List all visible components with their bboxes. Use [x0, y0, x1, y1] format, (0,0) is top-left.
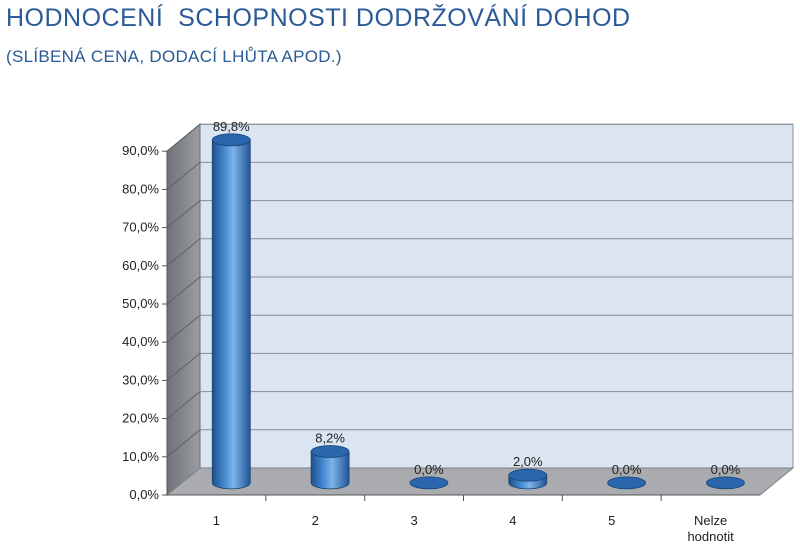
y-tick-label: 10,0%: [122, 449, 159, 464]
bar: [211, 133, 251, 490]
bar-top: [706, 476, 745, 490]
bar-top: [310, 445, 350, 458]
bar-top: [211, 133, 251, 147]
gridline-side: [166, 200, 201, 228]
page-subtitle: (SLÍBENÁ CENA, DODACÍ LHŮTA APOD.): [6, 47, 342, 66]
page-title: HODNOCENÍ SCHOPNOSTI DODRŽOVÁNÍ DOHOD: [6, 4, 631, 32]
bar: [508, 468, 548, 490]
bar-body: [211, 139, 251, 490]
gridline-side: [166, 353, 201, 381]
y-tick-label: 20,0%: [122, 411, 159, 426]
gridline-side: [166, 162, 201, 190]
data-label: 0,0%: [612, 462, 642, 477]
y-tick-label: 50,0%: [122, 296, 159, 311]
data-label: 0,0%: [414, 462, 444, 477]
y-tick-label: 40,0%: [122, 334, 159, 349]
gridline-side: [166, 429, 201, 458]
data-label: 2,0%: [513, 454, 543, 469]
x-tick-label: 2: [312, 513, 319, 528]
chart-side-wall: [166, 123, 201, 497]
y-tick-label: 70,0%: [122, 220, 159, 235]
gridline-side: [166, 276, 201, 305]
x-tick-label: Nelze hodnotit: [687, 513, 734, 544]
data-label: 89,8%: [213, 119, 250, 134]
chart-floor: [165, 467, 795, 496]
bar: [409, 476, 449, 490]
y-tick-label: 90,0%: [122, 143, 159, 158]
gridline-side: [166, 314, 201, 343]
x-tick-label: 1: [213, 513, 220, 528]
bar: [706, 476, 745, 490]
data-label: 0,0%: [711, 462, 741, 477]
chart-back-wall: [199, 123, 794, 469]
gridline-side: [166, 123, 201, 152]
gridline-side: [166, 238, 201, 267]
y-tick-label: 0,0%: [129, 487, 159, 502]
bar-top: [409, 476, 449, 490]
bar-top: [607, 476, 646, 490]
y-tick-label: 80,0%: [122, 181, 159, 196]
bar-body: [310, 451, 350, 490]
data-label: 8,2%: [315, 431, 345, 446]
bar: [310, 445, 350, 490]
y-tick-label: 60,0%: [122, 258, 159, 273]
x-tick-label: 4: [509, 513, 516, 528]
y-tick-label: 30,0%: [122, 372, 159, 387]
gridline-side: [166, 391, 201, 419]
x-tick-label: 3: [410, 513, 417, 528]
bar-top: [508, 468, 548, 482]
bar: [607, 476, 646, 490]
x-tick-label: 5: [608, 513, 615, 528]
